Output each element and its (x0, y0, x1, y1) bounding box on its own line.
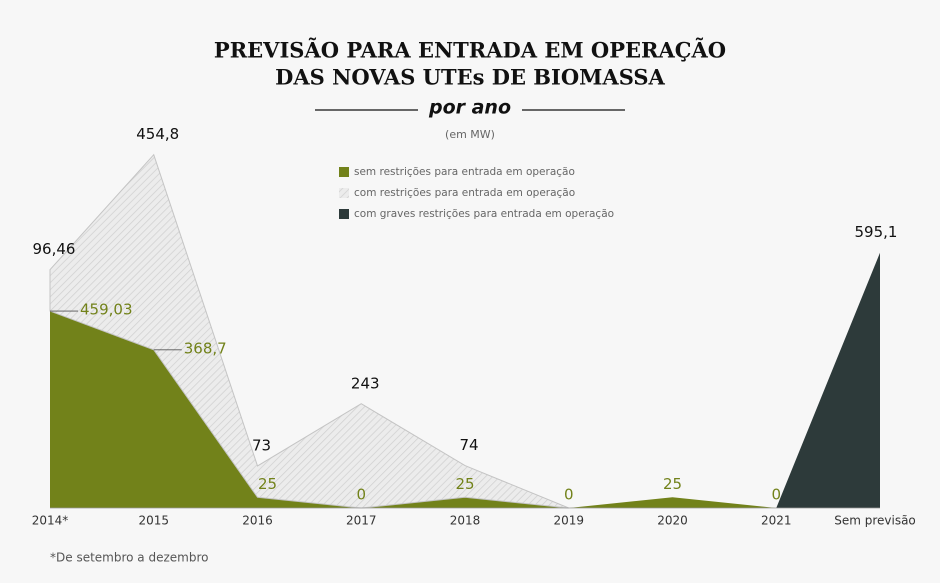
value-label: 0 (771, 486, 781, 504)
value-label: 25 (663, 475, 682, 493)
value-label: 243 (351, 374, 380, 392)
value-label: 25 (455, 475, 474, 493)
value-label: 454,8 (136, 125, 179, 143)
value-label: 0 (356, 486, 366, 504)
x-tick-label: Sem previsão (834, 514, 916, 528)
legend-swatch (339, 209, 349, 219)
footnote: *De setembro a dezembro (50, 551, 208, 565)
x-tick-label: 2015 (138, 514, 169, 528)
x-tick-label: 2021 (761, 514, 792, 528)
x-tick-label: 2019 (553, 514, 584, 528)
legend-swatch (339, 167, 349, 177)
area (776, 252, 880, 508)
legend-label: com restrições para entrada em operação (354, 187, 575, 199)
area (49, 153, 569, 509)
x-tick-label: 2016 (242, 514, 273, 528)
x-tick-label: 2018 (450, 514, 481, 528)
unit-label: (em MW) (445, 128, 495, 141)
x-tick-label: 2014* (32, 514, 69, 528)
legend-swatch (339, 188, 349, 198)
legend-label: com graves restrições para entrada em op… (354, 208, 614, 220)
value-label: 368,7 (184, 339, 227, 357)
value-label: 74 (459, 436, 478, 454)
value-label: 595,1 (855, 223, 898, 241)
x-tick-label: 2017 (346, 514, 377, 528)
value-label: 96,46 (33, 240, 76, 258)
legend-label: sem restrições para entrada em operação (354, 166, 575, 178)
chart-title: DAS NOVAS UTEs DE BIOMASSA (275, 65, 665, 90)
value-label: 25 (258, 475, 277, 493)
chart-subtitle: por ano (428, 97, 511, 119)
value-label: 0 (564, 486, 574, 504)
value-label: 73 (252, 436, 271, 454)
value-label: 459,03 (80, 301, 133, 319)
x-tick-label: 2020 (657, 514, 688, 528)
chart-title: PREVISÃO PARA ENTRADA EM OPERAÇÃO (214, 38, 726, 63)
